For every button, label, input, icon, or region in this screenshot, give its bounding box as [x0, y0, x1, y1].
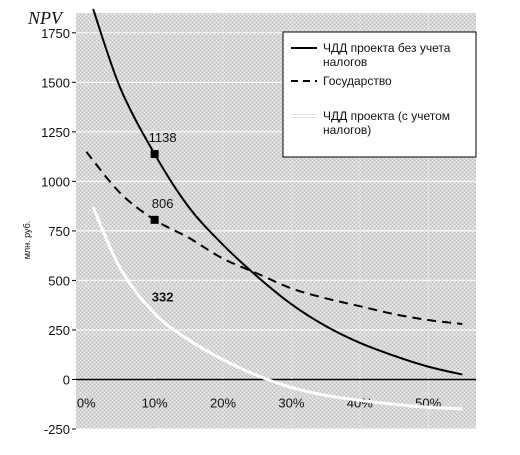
legend-label-npv-with-tax: ЧДД проекта (с учетом налогов) [323, 109, 453, 137]
x-tick-label-2: 20% [210, 395, 236, 410]
data-marker-0 [150, 150, 159, 159]
legend-box [282, 31, 477, 158]
y-tick-label-2: 250 [48, 323, 70, 338]
x-axis-ticks: 0% 10% 20% 30% 40% 50% [77, 395, 442, 410]
legend-label-state: Государство [323, 74, 392, 88]
y-tick-label-8: 1750 [41, 26, 70, 41]
legend: ЧДД проекта без учета налогов Государств… [282, 31, 477, 158]
y-tick-label-5: 1000 [41, 174, 70, 189]
y-axis-ticks: -250 0 250 500 750 1000 1250 1500 1750 [41, 26, 76, 437]
legend-label-npv-with-tax-line2: налогов) [323, 123, 371, 137]
legend-label-npv-no-tax: ЧДД проекта без учета налогов [323, 41, 454, 69]
legend-label-npv-no-tax-line2: налогов [323, 55, 367, 69]
y-tick-label-3: 500 [48, 273, 70, 288]
x-tick-label-0: 0% [77, 395, 96, 410]
y-tick-label-6: 1250 [41, 125, 70, 140]
data-label-2: 332 [152, 290, 174, 305]
y-tick-label-7: 1500 [41, 75, 70, 90]
annotations-group: 1138 806 332 [149, 130, 177, 305]
y-tick-label-0: -250 [44, 422, 70, 437]
chart-title: NPV [27, 8, 64, 28]
series-line-0 [92, 8, 463, 376]
x-tick-label-1: 10% [142, 395, 168, 410]
y-tick-label-1: 0 [63, 372, 70, 387]
data-label-0: 1138 [149, 130, 177, 145]
x-tick-label-3: 30% [278, 395, 304, 410]
y-axis-label: млн. руб. [22, 221, 32, 260]
series-line-2 [91, 206, 463, 411]
data-label-1: 806 [152, 196, 174, 211]
legend-label-npv-no-tax-line1: ЧДД проекта без учета [323, 41, 451, 55]
y-tick-label-4: 750 [48, 224, 70, 239]
legend-label-npv-with-tax-line1: ЧДД проекта (с учетом [323, 109, 450, 123]
data-marker-1 [150, 215, 159, 224]
